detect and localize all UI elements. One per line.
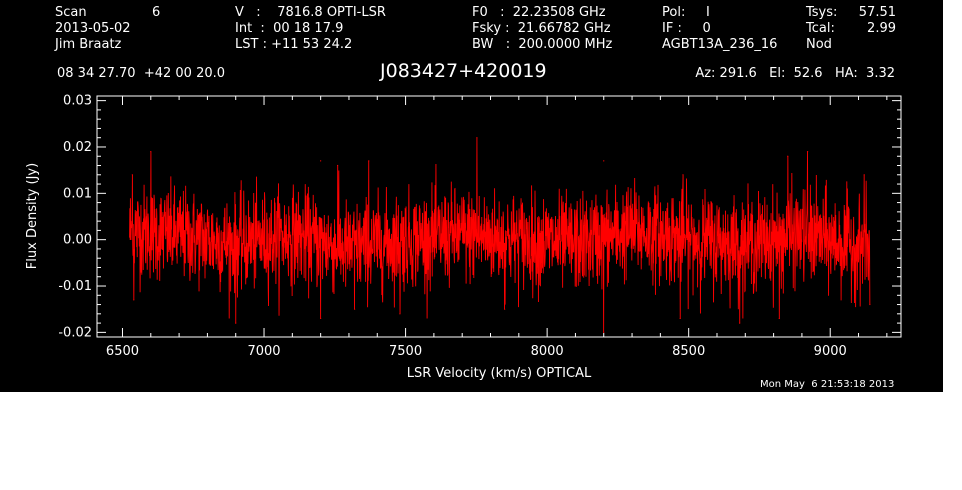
spectrum-peak-point	[603, 160, 605, 162]
x-tick-label: 8500	[672, 344, 705, 359]
y-tick-label: -0.02	[58, 325, 92, 340]
y-tick-label: 0.02	[63, 140, 92, 155]
lst-line: LST : +11 53 24.2	[235, 37, 353, 52]
tcal-label: Tcal:	[806, 21, 835, 36]
plot-timestamp: Mon May 6 21:53:18 2013	[760, 379, 895, 390]
tsys-value: 57.51	[858, 5, 896, 20]
spectrum-dip-point	[399, 313, 401, 315]
rest-frequency-line: F0 : 22.23508 GHz	[472, 5, 606, 20]
spectrum-peak-point	[787, 155, 789, 157]
spectrum-line	[129, 137, 871, 333]
bandwidth-line: BW : 200.0000 MHz	[472, 37, 613, 52]
velocity-line: V : 7816.8 OPTI-LSR	[235, 5, 386, 20]
tcal-value: 2.99	[867, 21, 896, 36]
spectrum-dip-point	[679, 317, 681, 320]
source-coordinates: 08 34 27.70 +42 00 20.0	[57, 66, 226, 81]
plot-panel: Scan 6 2013-05-02 Jim Braatz V : 7816.8 …	[0, 0, 943, 392]
integration-line: Int : 00 18 17.9	[235, 21, 344, 36]
source-name: J083427+420019	[380, 60, 547, 82]
x-tick-label: 9000	[814, 344, 847, 359]
polarization-line: Pol: I	[662, 5, 710, 20]
project-id: AGBT13A_236_16	[662, 37, 778, 52]
spectrum-dip-point	[235, 322, 237, 324]
spectrum-peak-point	[806, 151, 809, 153]
sky-frequency-line: Fsky : 21.66782 GHz	[472, 21, 611, 36]
scan-number: 6	[152, 5, 161, 20]
spectrum-peak-point	[150, 151, 152, 153]
y-tick-label: 0.01	[63, 186, 92, 201]
spectrum-chart: 6500 7000 7500 8000 8500 9000 -0.02 -0.01 0.00 0.…	[25, 94, 902, 381]
spectrum-peak-point	[682, 174, 684, 176]
if-line: IF : 0	[662, 21, 711, 36]
spectrum-peak-point	[476, 137, 478, 139]
spectrum-dip-point	[778, 317, 780, 320]
y-tick-label: 0.03	[63, 94, 92, 109]
spectrum-peak-point	[368, 160, 370, 162]
observer-name: Jim Braatz	[55, 37, 122, 52]
spectrum-dip-point	[739, 322, 741, 324]
x-tick-label: 7500	[389, 344, 422, 359]
spectrum-dip-point	[133, 299, 135, 301]
x-tick-label: 8000	[531, 344, 564, 359]
spectrum-peak-point	[131, 174, 133, 176]
spectrum-peak-point	[863, 174, 865, 176]
spectrum-dip-point	[354, 308, 356, 310]
x-tick-label: 6500	[106, 344, 139, 359]
spectrum-peak-point	[320, 160, 322, 162]
procedure-label: Nod	[806, 37, 832, 52]
spectrum-dip-point	[320, 317, 322, 320]
y-tick-label: -0.01	[58, 279, 92, 294]
observation-date: 2013-05-02	[55, 21, 131, 36]
spectrum-dip-point	[504, 308, 506, 310]
x-axis-label: LSR Velocity (km/s) OPTICAL	[407, 366, 592, 381]
plot-frame	[96, 95, 902, 338]
y-tick-label: 0.00	[63, 233, 92, 248]
x-tick-label: 7000	[247, 344, 280, 359]
tsys-label: Tsys:	[806, 5, 838, 20]
y-axis-label: Flux Density (Jy)	[25, 163, 40, 269]
spectrum-dip-point	[869, 303, 871, 306]
spectrum-peak-point	[337, 164, 339, 167]
scan-label: Scan	[55, 5, 87, 20]
spectrum-dip-point	[603, 331, 605, 333]
pointing-info: Az: 291.6 El: 52.6 HA: 3.32	[695, 66, 895, 81]
